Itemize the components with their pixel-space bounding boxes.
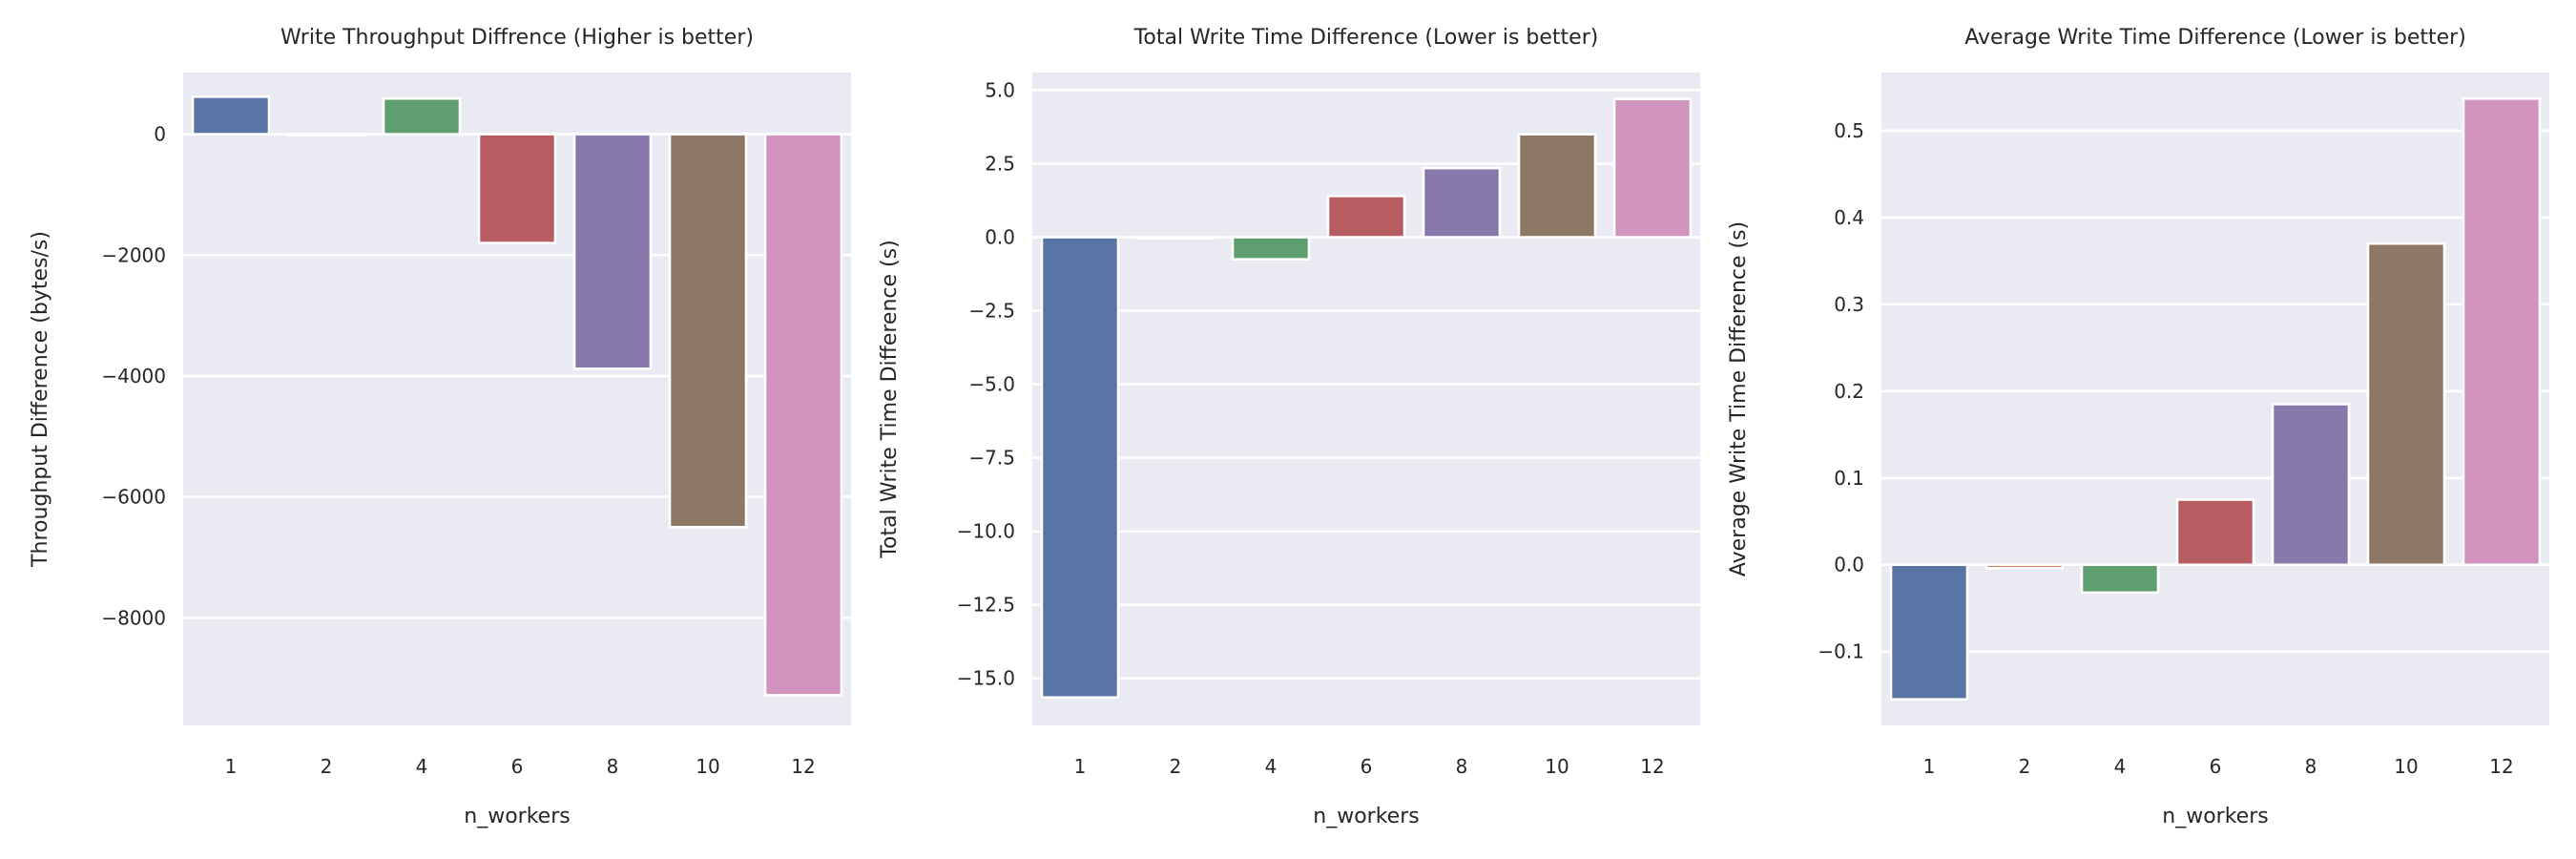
bar-4 bbox=[2080, 563, 2160, 595]
x-tick-label: 4 bbox=[2114, 755, 2127, 778]
y-tick-label: 0.0 bbox=[985, 226, 1015, 249]
x-tick-label: 8 bbox=[2305, 755, 2317, 778]
chart-panel-2: 5.02.50.0−2.5−5.0−7.5−10.0−12.5−15.01 2 4 6… bbox=[878, 26, 1700, 828]
y-tick-label: 2.5 bbox=[985, 153, 1015, 176]
bar-12 bbox=[2462, 96, 2542, 567]
bar-1 bbox=[191, 95, 271, 136]
x-tick-label: 4 bbox=[1265, 755, 1278, 778]
chart-title: Write Throughput Diffrence (Higher is be… bbox=[280, 26, 754, 50]
bar-10 bbox=[2366, 241, 2446, 567]
y-tick-label: 0.0 bbox=[1834, 554, 1864, 576]
y-tick-label: −10.0 bbox=[957, 520, 1015, 543]
x-tick-label: 12 bbox=[2489, 755, 2513, 778]
bar-2 bbox=[1984, 563, 2065, 570]
y-tick-label: 0 bbox=[154, 123, 166, 146]
x-axis-label: n_workers bbox=[1313, 805, 1419, 828]
x-tick-label: 4 bbox=[416, 755, 428, 778]
chart-title: Average Write Time Difference (Lower is … bbox=[1964, 26, 2466, 50]
y-tick-label: 5.0 bbox=[985, 78, 1015, 101]
bar-10 bbox=[668, 133, 748, 529]
y-tick-label: 0.3 bbox=[1834, 293, 1864, 316]
y-tick-label: −0.1 bbox=[1818, 640, 1864, 663]
bar-6 bbox=[1326, 195, 1406, 239]
y-tick-label: −4000 bbox=[101, 365, 166, 388]
bar-8 bbox=[2271, 403, 2351, 567]
chart-title: Total Write Time Difference (Lower is be… bbox=[1133, 26, 1599, 50]
x-tick-label: 6 bbox=[511, 755, 524, 778]
y-tick-label: −7.5 bbox=[968, 447, 1015, 470]
x-tick-label: 12 bbox=[1640, 755, 1664, 778]
y-tick-label: −2.5 bbox=[968, 300, 1015, 323]
x-tick-label: 10 bbox=[696, 755, 719, 778]
y-tick-label: 0.2 bbox=[1834, 380, 1864, 403]
bar-6 bbox=[477, 133, 557, 244]
x-tick-label: 8 bbox=[1456, 755, 1468, 778]
bar-4 bbox=[382, 96, 462, 136]
x-tick-label: 6 bbox=[1361, 755, 1373, 778]
y-tick-label: −2000 bbox=[101, 243, 166, 266]
x-tick-label: 1 bbox=[1074, 755, 1087, 778]
x-tick-label: 12 bbox=[791, 755, 815, 778]
bar-8 bbox=[572, 133, 653, 370]
y-tick-label: −8000 bbox=[101, 606, 166, 629]
x-axis-label: n_workers bbox=[2162, 805, 2268, 828]
plot-background bbox=[1881, 73, 2549, 725]
bar-6 bbox=[2175, 498, 2255, 567]
bar-1 bbox=[1889, 563, 1969, 702]
bar-10 bbox=[1517, 133, 1597, 239]
y-tick-label: −6000 bbox=[101, 486, 166, 509]
bar-8 bbox=[1422, 166, 1502, 239]
y-tick-label: −15.0 bbox=[957, 667, 1015, 690]
x-tick-label: 2 bbox=[2019, 755, 2031, 778]
y-axis-label: Throughput Difference (bytes/s) bbox=[29, 231, 52, 568]
x-tick-label: 10 bbox=[2394, 755, 2418, 778]
x-tick-label: 1 bbox=[1923, 755, 1936, 778]
x-tick-label: 2 bbox=[1170, 755, 1182, 778]
bar-1 bbox=[1040, 236, 1120, 700]
y-tick-label: 0.5 bbox=[1834, 119, 1864, 142]
bar-2 bbox=[1135, 236, 1215, 241]
bar-4 bbox=[1231, 236, 1311, 261]
y-tick-label: 0.1 bbox=[1834, 467, 1864, 490]
x-axis-label: n_workers bbox=[464, 805, 570, 828]
x-tick-label: 6 bbox=[2210, 755, 2222, 778]
y-tick-label: 0.4 bbox=[1834, 206, 1864, 229]
y-tick-label: −12.5 bbox=[957, 594, 1015, 617]
y-axis-label: Total Write Time Difference (s) bbox=[878, 240, 902, 558]
y-axis-label: Average Write Time Difference (s) bbox=[1727, 221, 1751, 576]
x-tick-label: 2 bbox=[321, 755, 333, 778]
bar-12 bbox=[763, 133, 843, 697]
y-tick-label: −5.0 bbox=[968, 373, 1015, 396]
bar-2 bbox=[286, 133, 366, 137]
x-tick-label: 8 bbox=[607, 755, 619, 778]
x-tick-label: 10 bbox=[1545, 755, 1568, 778]
plot-background bbox=[1032, 73, 1700, 725]
x-tick-label: 1 bbox=[225, 755, 238, 778]
bar-12 bbox=[1612, 97, 1693, 239]
